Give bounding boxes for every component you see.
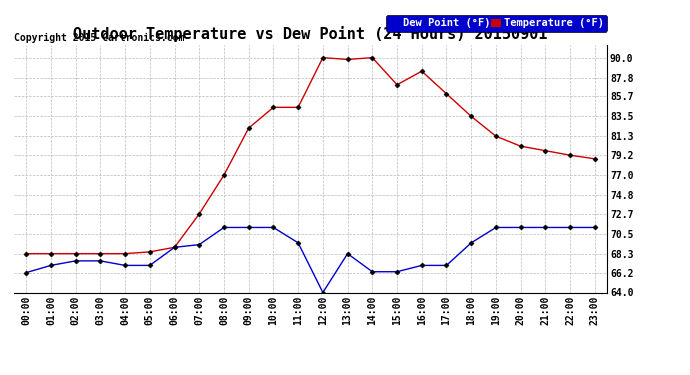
Legend: Dew Point (°F), Temperature (°F): Dew Point (°F), Temperature (°F) [386,15,607,32]
Title: Outdoor Temperature vs Dew Point (24 Hours) 20150901: Outdoor Temperature vs Dew Point (24 Hou… [73,27,548,42]
Text: Copyright 2015 Cartronics.com: Copyright 2015 Cartronics.com [14,33,184,42]
